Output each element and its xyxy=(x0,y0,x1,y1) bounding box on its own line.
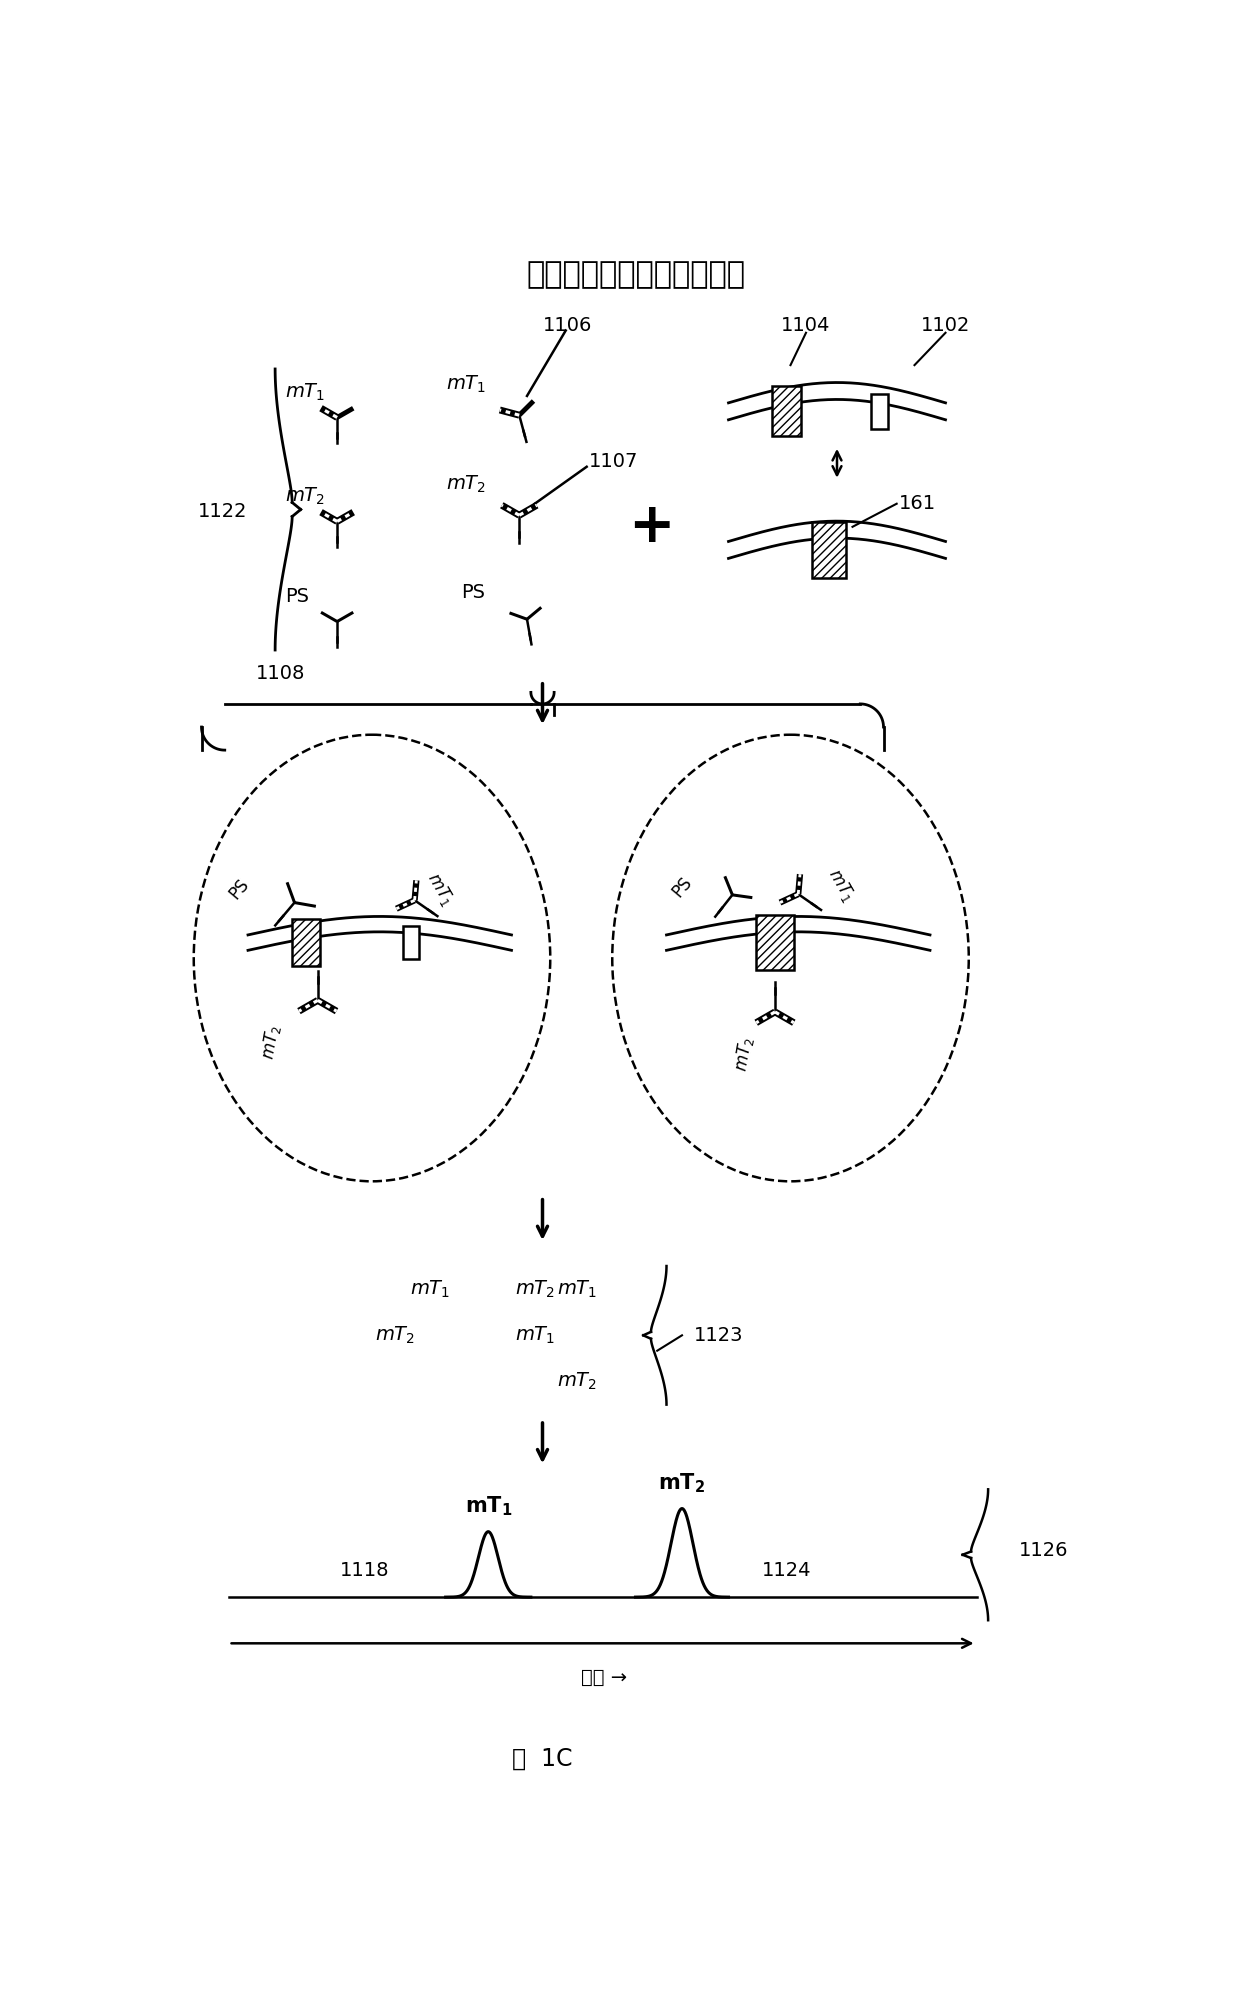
Text: $mT_2$: $mT_2$ xyxy=(732,1036,756,1073)
Text: PS: PS xyxy=(461,583,485,601)
Text: $\mathbf{mT_2}$: $\mathbf{mT_2}$ xyxy=(658,1472,706,1494)
Bar xyxy=(812,522,847,579)
Bar xyxy=(293,919,320,966)
Text: $mT_2$: $mT_2$ xyxy=(445,474,486,496)
Text: PS: PS xyxy=(226,875,252,903)
Text: 1104: 1104 xyxy=(781,317,831,335)
Bar xyxy=(293,919,320,966)
Bar xyxy=(771,387,801,435)
Text: 1123: 1123 xyxy=(693,1327,743,1345)
Text: 时间 →: 时间 → xyxy=(582,1667,627,1687)
Text: PS: PS xyxy=(668,873,696,901)
Bar xyxy=(771,387,801,435)
Text: $mT_1$: $mT_1$ xyxy=(445,373,486,395)
Bar xyxy=(812,522,847,579)
Bar xyxy=(403,927,419,960)
Text: $mT_1$: $mT_1$ xyxy=(285,381,325,403)
Text: 1122: 1122 xyxy=(197,502,247,520)
Text: $mT_1$: $mT_1$ xyxy=(410,1278,450,1300)
Text: $mT_1$: $mT_1$ xyxy=(557,1278,598,1300)
Text: $mT_2$: $mT_2$ xyxy=(285,486,325,506)
Text: PS: PS xyxy=(285,587,309,605)
Text: 1108: 1108 xyxy=(255,663,305,683)
Text: +: + xyxy=(627,500,675,554)
Text: $mT_2$: $mT_2$ xyxy=(258,1024,284,1062)
Text: $mT_2$: $mT_2$ xyxy=(376,1325,415,1347)
Text: 1106: 1106 xyxy=(543,317,591,335)
Text: $mT_1$: $mT_1$ xyxy=(515,1325,554,1347)
Text: $mT_1$: $mT_1$ xyxy=(423,869,458,909)
Text: $\mathbf{mT_1}$: $\mathbf{mT_1}$ xyxy=(465,1494,512,1518)
Text: $mT_2$: $mT_2$ xyxy=(515,1278,554,1300)
Bar xyxy=(755,915,795,970)
Text: 1102: 1102 xyxy=(921,317,970,335)
Text: 1126: 1126 xyxy=(1019,1542,1069,1560)
Bar xyxy=(755,915,795,970)
Text: $mT_2$: $mT_2$ xyxy=(557,1371,598,1393)
Bar xyxy=(870,393,888,429)
Text: 161: 161 xyxy=(899,494,936,514)
Text: 1124: 1124 xyxy=(761,1560,811,1581)
Text: 1107: 1107 xyxy=(589,452,639,472)
Text: 1118: 1118 xyxy=(340,1560,389,1581)
Text: 图  1C: 图 1C xyxy=(512,1746,573,1770)
Text: 细胞表面受体二聚体的测量: 细胞表面受体二聚体的测量 xyxy=(526,260,745,288)
Text: $mT_1$: $mT_1$ xyxy=(823,865,858,905)
